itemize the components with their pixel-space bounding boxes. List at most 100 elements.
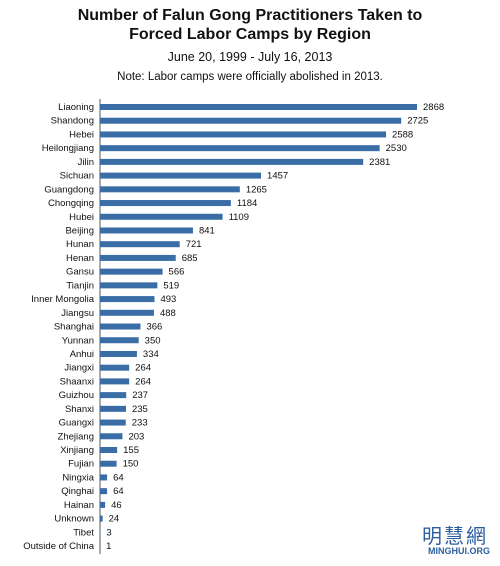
bar [100, 104, 417, 110]
chart-title: Number of Falun Gong Practitioners Taken… [77, 7, 423, 43]
logo-text: 明慧網 [422, 526, 488, 548]
category-label: Xinjiang [60, 445, 94, 456]
bar [100, 392, 127, 399]
bar [100, 158, 364, 165]
category-label: Hubei [69, 212, 94, 223]
value-label: 2588 [392, 129, 413, 140]
category-label: Jiangsu [61, 308, 94, 319]
value-label: 350 [145, 335, 161, 346]
bar [100, 447, 118, 453]
category-label: Hebei [69, 129, 94, 140]
category-label: Guangdong [44, 184, 94, 195]
category-label: Henan [66, 253, 94, 264]
value-label: 203 [128, 431, 144, 442]
value-label: 493 [160, 294, 176, 305]
category-label: Outside of China [23, 541, 94, 552]
value-label: 1109 [229, 212, 249, 223]
value-label: 519 [163, 280, 179, 291]
category-label: Heilongjiang [42, 143, 94, 154]
value-label: 1184 [237, 198, 257, 209]
value-label: 685 [182, 253, 198, 264]
value-label: 264 [135, 376, 151, 387]
bar [100, 337, 139, 344]
chart-note: Note: Labor camps were officially abolis… [117, 71, 383, 83]
category-label: Shandong [51, 116, 94, 127]
category-label: Liaoning [58, 102, 94, 113]
value-label: 155 [123, 445, 139, 456]
category-label: Gansu [66, 267, 94, 278]
category-label: Hunan [66, 239, 94, 250]
value-label: 488 [160, 308, 176, 319]
bar [100, 268, 163, 275]
value-label: 566 [169, 267, 185, 278]
category-label: Jilin [78, 157, 94, 168]
value-label: 721 [186, 239, 202, 250]
value-label: 2868 [423, 102, 444, 113]
category-label: Fujian [68, 459, 94, 470]
bar [100, 501, 106, 508]
category-label: Tibet [73, 527, 94, 538]
value-label: 150 [123, 459, 139, 470]
value-label: 1265 [246, 184, 267, 195]
category-label: Unknown [54, 514, 94, 525]
category-label: Inner Mongolia [31, 294, 95, 305]
category-label: Jiangxi [64, 363, 94, 374]
category-label: Shanghai [54, 322, 94, 333]
bar [100, 364, 130, 371]
value-label: 2381 [369, 157, 390, 168]
chart-subtitle: June 20, 1999 - July 16, 2013 [167, 50, 333, 64]
value-label: 64 [113, 472, 124, 483]
bar [100, 323, 141, 330]
bar [100, 460, 117, 467]
bar [100, 227, 193, 234]
category-label: Anhui [70, 349, 94, 360]
category-label: Hainan [64, 500, 94, 511]
bar [100, 186, 240, 193]
value-label: 2725 [407, 116, 428, 127]
bar [100, 419, 126, 426]
category-label: Shanxi [65, 404, 94, 415]
category-label: Qinghai [61, 486, 94, 497]
category-label: Beijing [65, 225, 94, 236]
category-label: Chongqing [48, 198, 94, 209]
bar [100, 241, 180, 248]
bar [100, 200, 231, 207]
value-label: 64 [113, 486, 124, 497]
value-label: 841 [199, 225, 215, 236]
category-label: Yunnan [62, 335, 94, 346]
bar [100, 433, 123, 440]
value-label: 264 [135, 363, 151, 374]
bar [100, 474, 108, 481]
value-label: 46 [111, 500, 122, 511]
bar [100, 254, 176, 261]
category-label: Sichuan [60, 171, 94, 182]
value-label: 1457 [267, 171, 288, 182]
value-label: 237 [132, 390, 148, 401]
value-label: 24 [109, 514, 120, 525]
value-label: 3 [106, 527, 111, 538]
bar [100, 117, 402, 124]
value-label: 1 [106, 541, 111, 552]
category-label: Shaanxi [60, 376, 94, 387]
value-label: 2530 [386, 143, 407, 154]
value-label: 235 [132, 404, 148, 415]
bar [100, 309, 154, 316]
bar [100, 350, 137, 357]
value-label: 366 [146, 322, 162, 333]
category-label: Guizhou [59, 390, 94, 401]
bar [100, 488, 108, 495]
category-label: Zhejiang [58, 431, 94, 442]
bar [100, 172, 262, 179]
bar [100, 405, 126, 412]
value-label: 233 [132, 418, 148, 429]
bar [100, 145, 380, 152]
value-label: 334 [143, 349, 159, 360]
logo-url: MINGHUI.ORG [428, 546, 490, 556]
bar [100, 282, 158, 289]
category-label: Tianjin [66, 280, 94, 291]
bar [100, 515, 103, 522]
bar [100, 296, 155, 303]
bar [100, 131, 387, 138]
